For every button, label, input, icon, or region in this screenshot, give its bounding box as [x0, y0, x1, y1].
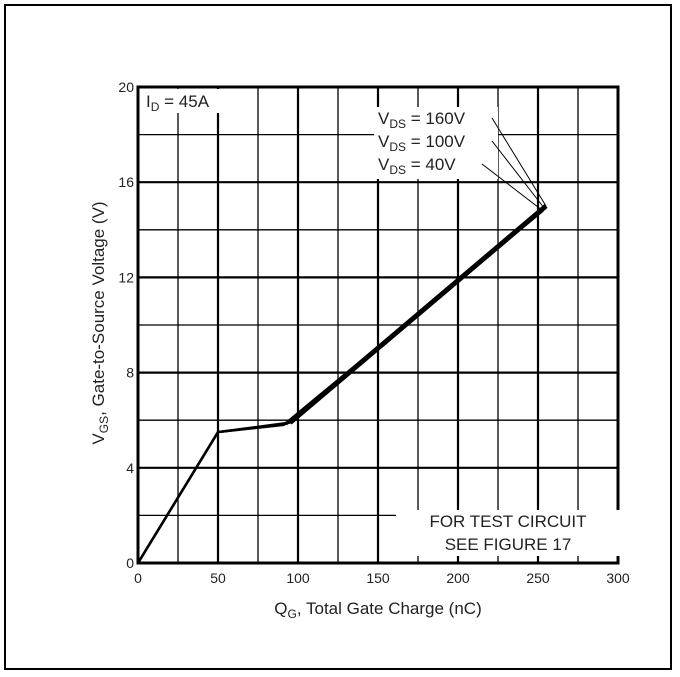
x-tick-label: 0: [134, 570, 142, 586]
x-axis-label: QG, Total Gate Charge (nC): [274, 599, 481, 621]
y-tick-label: 8: [126, 365, 134, 381]
x-tick-label: 150: [366, 570, 390, 586]
x-tick-label: 50: [210, 570, 226, 586]
x-tick-label: 200: [446, 570, 470, 586]
y-tick-label: 4: [126, 460, 134, 476]
y-axis-label: VGS, Gate-to-Source Voltage (V): [89, 201, 111, 444]
y-tick-label: 20: [118, 79, 134, 95]
y-tick-label: 0: [126, 555, 134, 571]
note-line-2: SEE FIGURE 17: [445, 535, 572, 554]
x-tick-label: 300: [606, 570, 630, 586]
y-tick-label: 12: [118, 269, 134, 285]
y-tick-label: 16: [118, 174, 134, 190]
x-tick-label: 250: [526, 570, 550, 586]
legend-leader-line: [482, 164, 543, 211]
note-line-1: FOR TEST CIRCUIT: [429, 512, 586, 531]
series-group: [138, 206, 546, 563]
x-tick-label: 100: [286, 570, 310, 586]
legend-leader-line: [492, 141, 544, 208]
